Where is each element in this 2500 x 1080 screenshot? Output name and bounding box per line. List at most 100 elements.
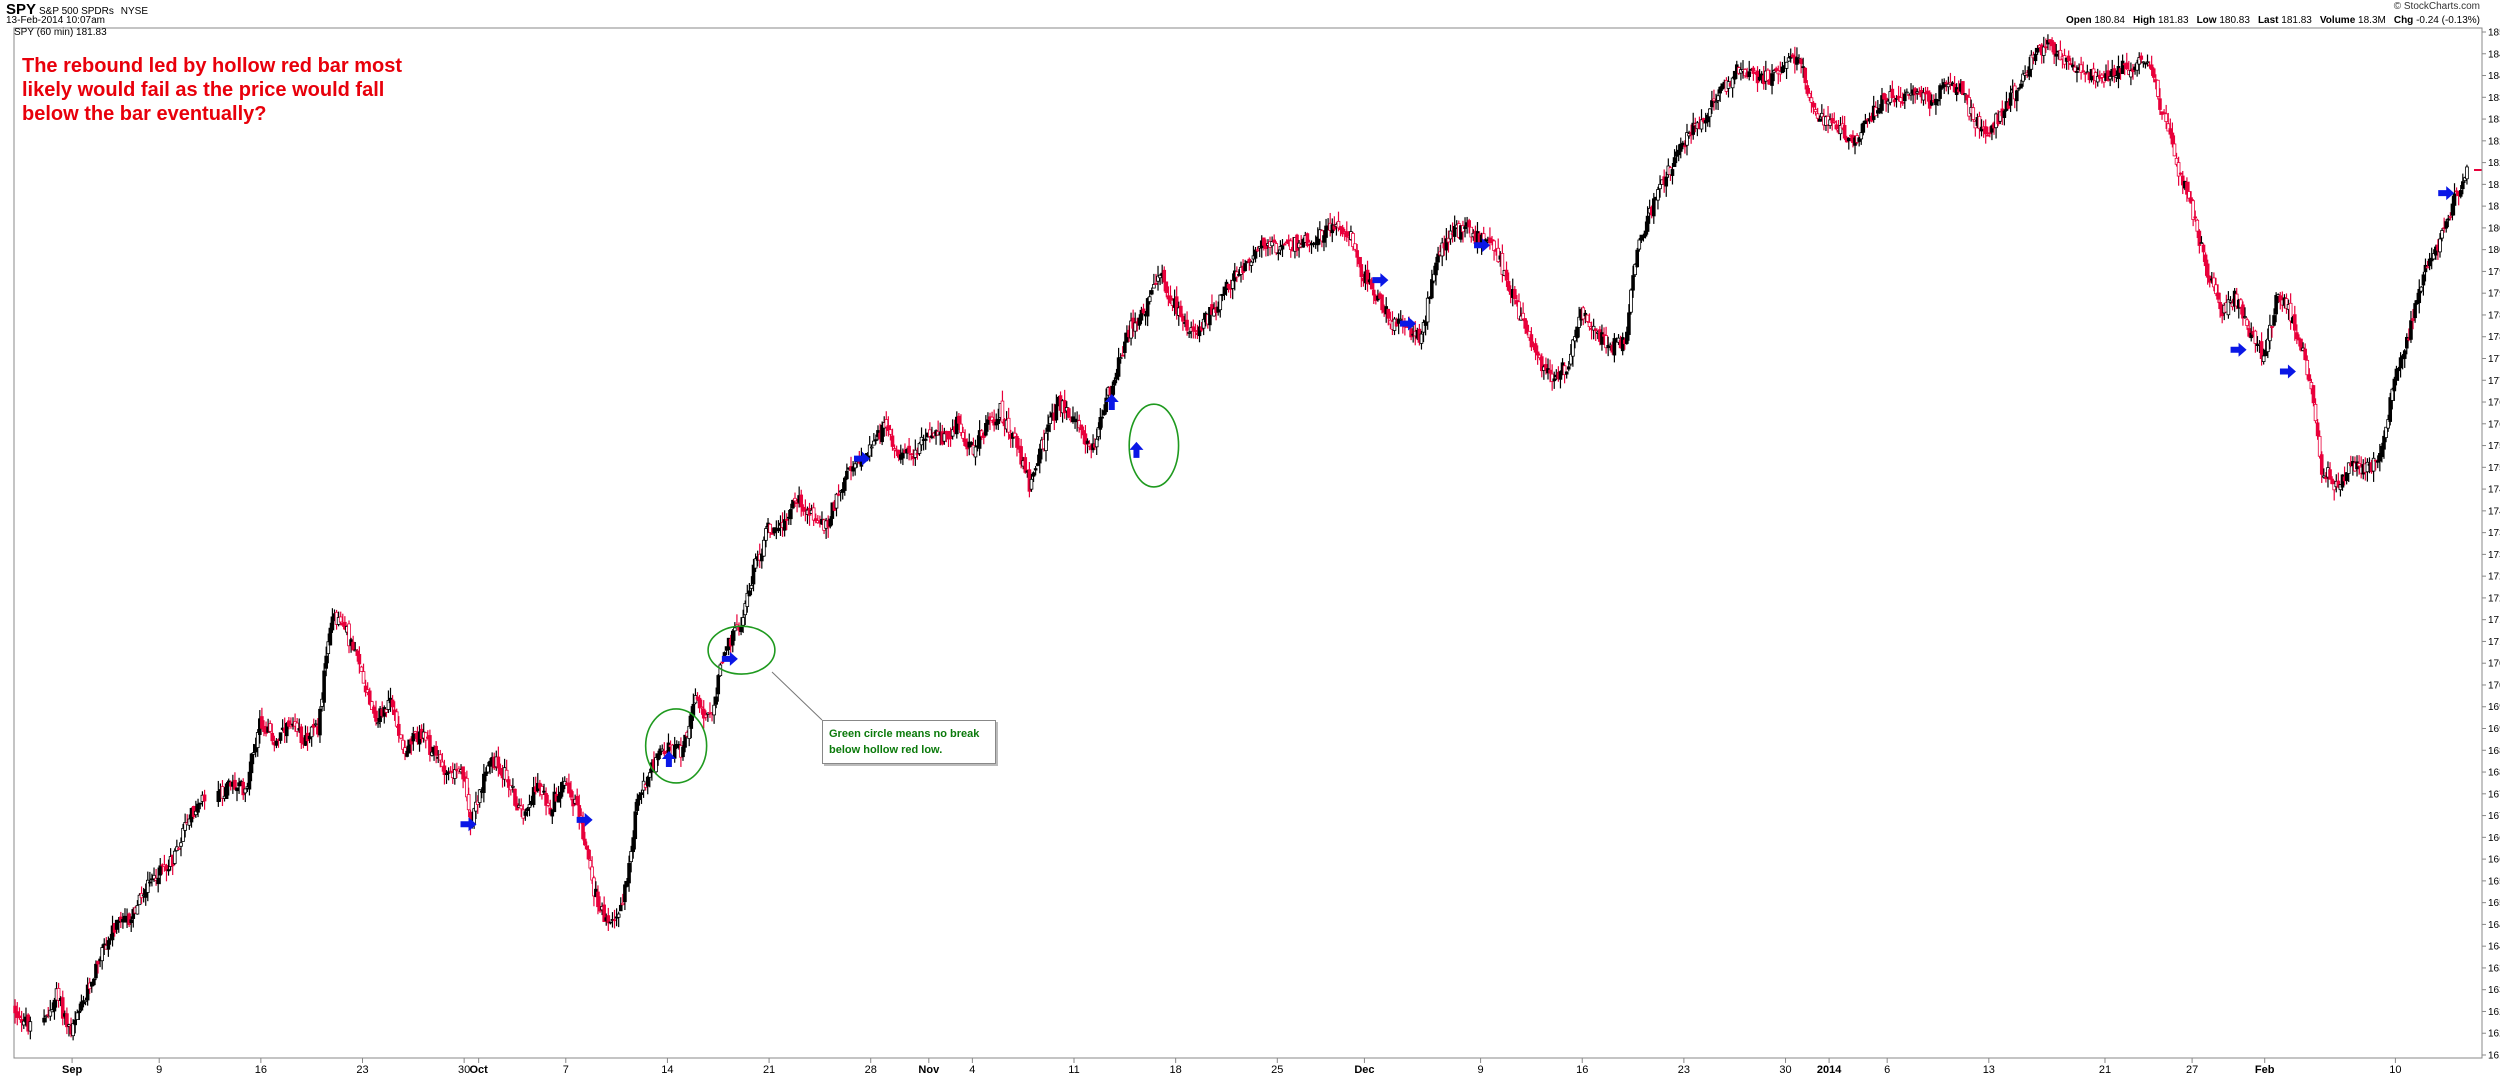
y-tick-label: 170.0 (2488, 680, 2500, 691)
candle-body (1037, 448, 1042, 464)
candle-body (295, 722, 299, 732)
candle-body (482, 773, 486, 793)
candle-body (2228, 300, 2233, 303)
candle-body (1033, 468, 1038, 471)
candle-body (2245, 319, 2249, 326)
candle-body (1641, 235, 1646, 239)
candle-body (969, 442, 974, 446)
candle-body (1645, 215, 1650, 232)
candle-body (1419, 333, 1424, 344)
candle-body (1129, 320, 1133, 339)
candle-body (596, 891, 600, 908)
candle-body (1201, 318, 1206, 329)
candle-body (523, 811, 528, 816)
x-tick-label: 25 (1271, 1064, 1283, 1076)
candle-body (950, 429, 955, 437)
candle-body (372, 706, 376, 714)
y-tick-label: 177.0 (2488, 376, 2500, 387)
candle-body (1921, 92, 1926, 101)
candle-body (631, 837, 636, 853)
x-tick-label: 4 (969, 1064, 975, 1076)
candle-body (1046, 424, 1050, 432)
ticker-symbol: SPY (6, 1, 37, 18)
candle-body (986, 419, 990, 425)
candle-body (1786, 57, 1791, 62)
candle-body (583, 838, 587, 846)
candle-body (1535, 351, 1540, 356)
candle-body (1940, 86, 1944, 89)
y-tick-label: 175.0 (2488, 463, 2500, 474)
candle-body (235, 787, 239, 792)
candle-body (145, 879, 150, 893)
y-tick-label: 169.0 (2488, 724, 2500, 735)
green-circle (1128, 403, 1180, 488)
candle-body (2029, 54, 2034, 70)
candle-body (2226, 299, 2231, 316)
x-tick-label: 16 (1576, 1064, 1588, 1076)
candle-body (1558, 371, 1563, 380)
candle-body (1861, 122, 1866, 133)
candle-body (1100, 416, 1104, 419)
candle-body (828, 518, 833, 527)
candle-body (148, 881, 152, 884)
candle-body (2044, 46, 2048, 49)
candle-body (100, 947, 104, 962)
candle-body (465, 777, 469, 798)
candle-body (166, 869, 171, 872)
candle-body (152, 874, 156, 880)
y-tick-label: 166.5 (2488, 833, 2500, 844)
candle-body (1815, 113, 1820, 119)
candle-body (77, 1010, 82, 1014)
candle-body (1137, 317, 1142, 326)
candle-body (1156, 275, 1160, 282)
candle-body (94, 963, 98, 979)
candle-body (2405, 336, 2409, 349)
candle-body (1386, 308, 1391, 319)
candle-body (627, 863, 631, 884)
candle-body (198, 802, 203, 805)
candle-body (1434, 262, 1438, 276)
candle-body (2270, 326, 2274, 329)
candle-body (2137, 57, 2142, 65)
candle-body (1077, 420, 1081, 429)
candle-body (1154, 283, 1158, 285)
brand-watermark[interactable]: © StockCharts.com (2393, 1, 2480, 12)
candle-body (687, 725, 692, 739)
candle-body (909, 453, 913, 456)
candle-body (616, 913, 621, 918)
green-circle (644, 708, 708, 784)
candle-body (2180, 175, 2185, 186)
candle-body (1139, 309, 1144, 321)
candle-body (1732, 70, 1737, 80)
candle-body (590, 866, 594, 881)
candle-body (2203, 254, 2208, 267)
candle-body (2263, 349, 2268, 357)
y-tick-label: 170.5 (2488, 659, 2500, 670)
candle-body (519, 805, 523, 810)
candle-body (2382, 435, 2386, 450)
candle-body (1656, 189, 1660, 201)
candle-body (1237, 274, 1241, 276)
candle-body (1714, 101, 1718, 104)
candle-body (287, 720, 291, 727)
candle-body (196, 803, 200, 813)
candle-body (2071, 64, 2075, 68)
candle-body (60, 997, 65, 1019)
candle-body (1421, 322, 1426, 333)
candle-body (768, 523, 772, 533)
candle-body (1517, 301, 1521, 320)
candle-body (1575, 326, 1579, 339)
y-tick-label: 184.5 (2488, 49, 2500, 60)
candle-body (318, 708, 322, 736)
candle-body (2166, 123, 2171, 132)
candle-body (2444, 221, 2449, 229)
candle-body (2162, 112, 2166, 115)
candle-body (2417, 288, 2422, 304)
candle-body (355, 650, 360, 656)
candle-body (2266, 338, 2270, 353)
candle-body (907, 445, 911, 453)
candle-body (1988, 132, 1992, 135)
candle-body (743, 603, 748, 616)
candle-body (73, 1019, 77, 1026)
candle-body (793, 497, 797, 502)
